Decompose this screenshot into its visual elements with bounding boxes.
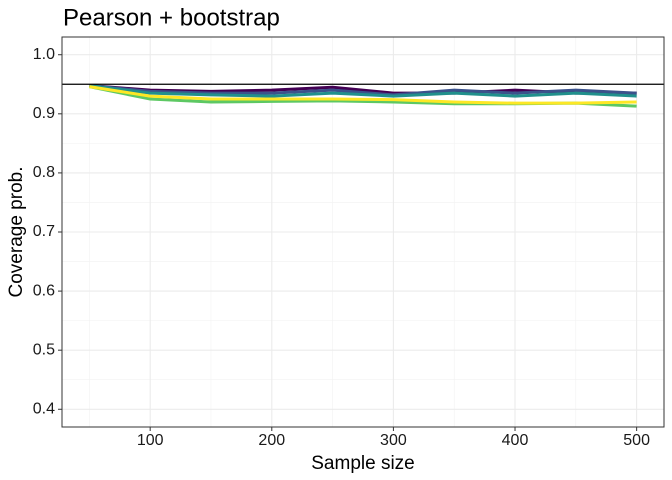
chart-title: Pearson + bootstrap [63,4,280,31]
x-tick-label: 200 [258,432,285,449]
series-line [89,83,637,97]
y-tick-label: 1.0 [33,46,55,63]
y-axis-title: Coverage prob. [6,167,27,298]
y-tick-label: 0.5 [33,341,55,358]
series-line [89,85,637,105]
y-tick-label: 0.9 [33,105,55,122]
x-tick-label: 500 [623,432,650,449]
x-tick-label: 300 [380,432,407,449]
y-tick-label: 0.4 [33,400,55,417]
x-tick-label: 100 [137,432,164,449]
series-line [89,83,637,98]
y-tick-label: 0.6 [33,282,55,299]
panel-border [61,36,665,428]
y-tick-label: 0.8 [33,164,55,181]
x-tick-label: 400 [502,432,529,449]
x-axis-title: Sample size [311,453,415,474]
y-tick-label: 0.7 [33,223,55,240]
